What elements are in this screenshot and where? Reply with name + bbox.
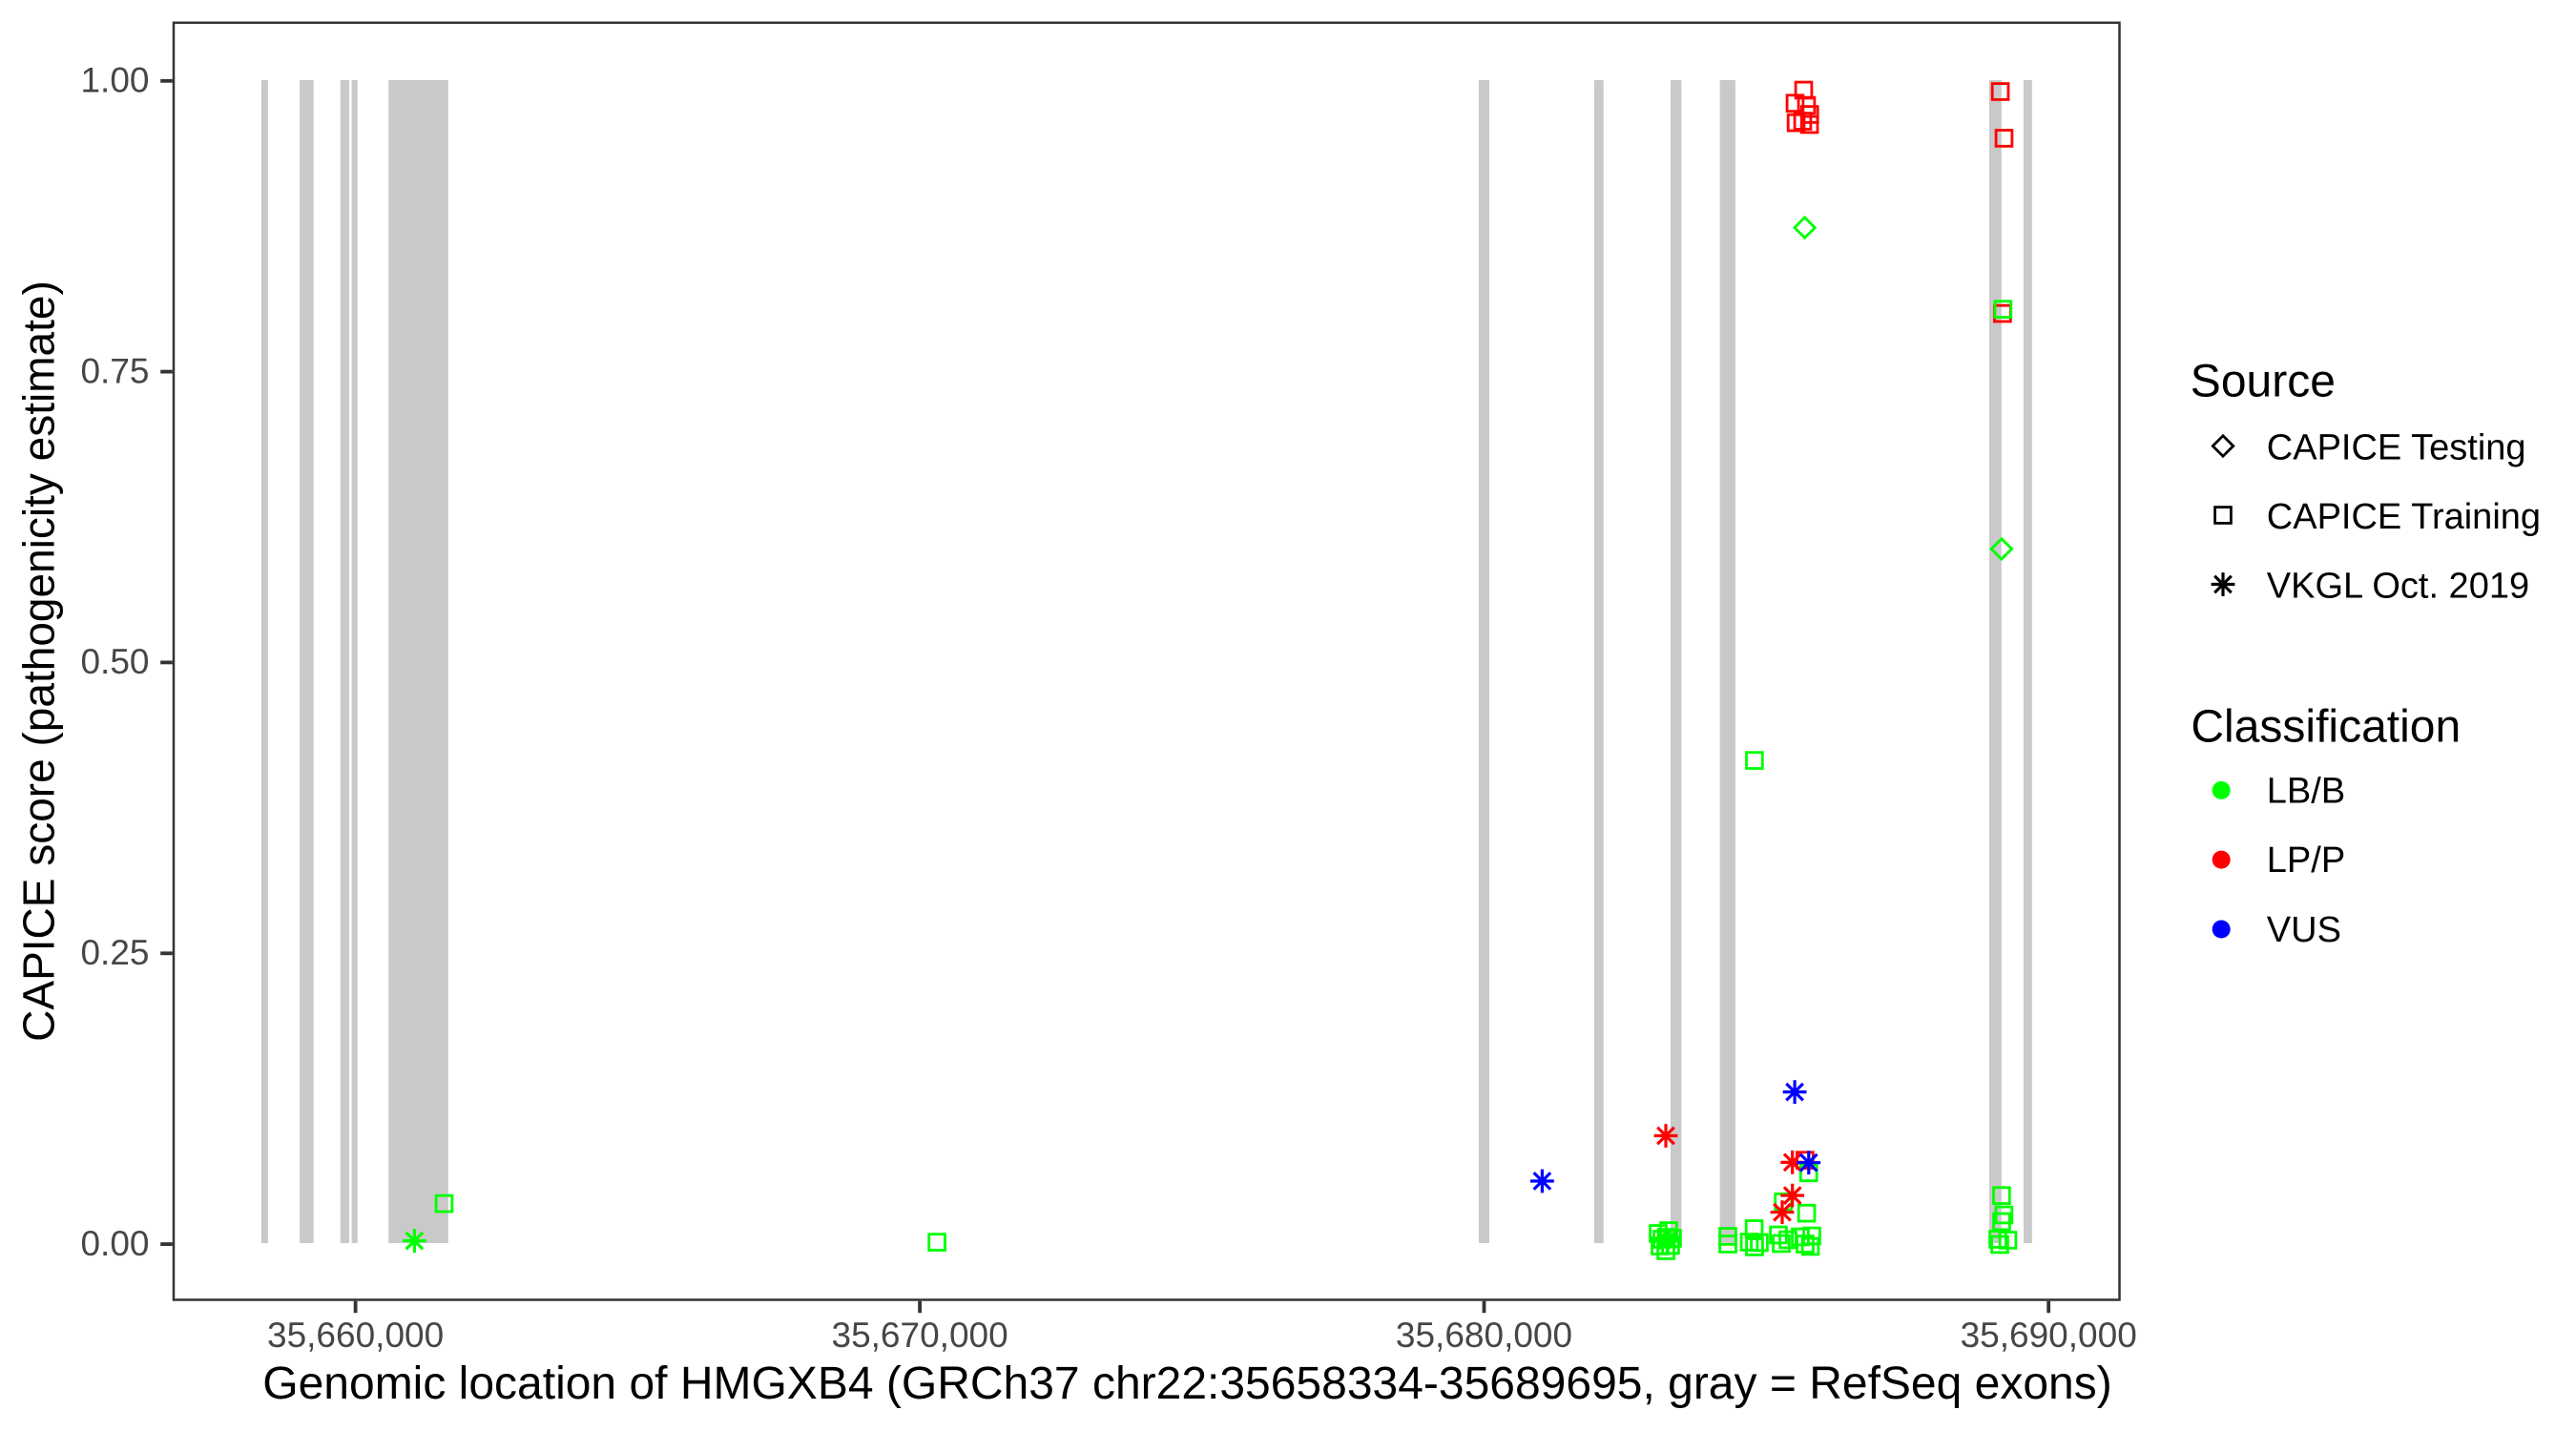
svg-text:0.50: 0.50 — [80, 642, 149, 681]
svg-text:CAPICE score (pathogenicity es: CAPICE score (pathogenicity estimate) — [14, 280, 64, 1042]
svg-text:Genomic location of HMGXB4 (GR: Genomic location of HMGXB4 (GRCh37 chr22… — [262, 1358, 2111, 1409]
svg-text:35,660,000: 35,660,000 — [267, 1316, 444, 1355]
svg-text:Source: Source — [2191, 357, 2336, 407]
svg-text:LB/B: LB/B — [2267, 772, 2345, 812]
svg-text:0.75: 0.75 — [80, 351, 149, 390]
svg-text:35,670,000: 35,670,000 — [832, 1316, 1008, 1355]
svg-text:1.00: 1.00 — [80, 61, 149, 100]
svg-text:LP/P: LP/P — [2267, 840, 2345, 881]
svg-text:0.25: 0.25 — [80, 933, 149, 972]
svg-text:CAPICE Training: CAPICE Training — [2267, 497, 2541, 537]
svg-text:Classification: Classification — [2191, 702, 2461, 753]
svg-text:35,690,000: 35,690,000 — [1961, 1316, 2137, 1355]
svg-text:0.00: 0.00 — [80, 1224, 149, 1263]
svg-text:CAPICE Testing: CAPICE Testing — [2267, 427, 2526, 467]
svg-text:35,680,000: 35,680,000 — [1396, 1316, 1572, 1355]
svg-text:VKGL Oct. 2019: VKGL Oct. 2019 — [2267, 566, 2529, 606]
svg-text:VUS: VUS — [2267, 910, 2341, 950]
